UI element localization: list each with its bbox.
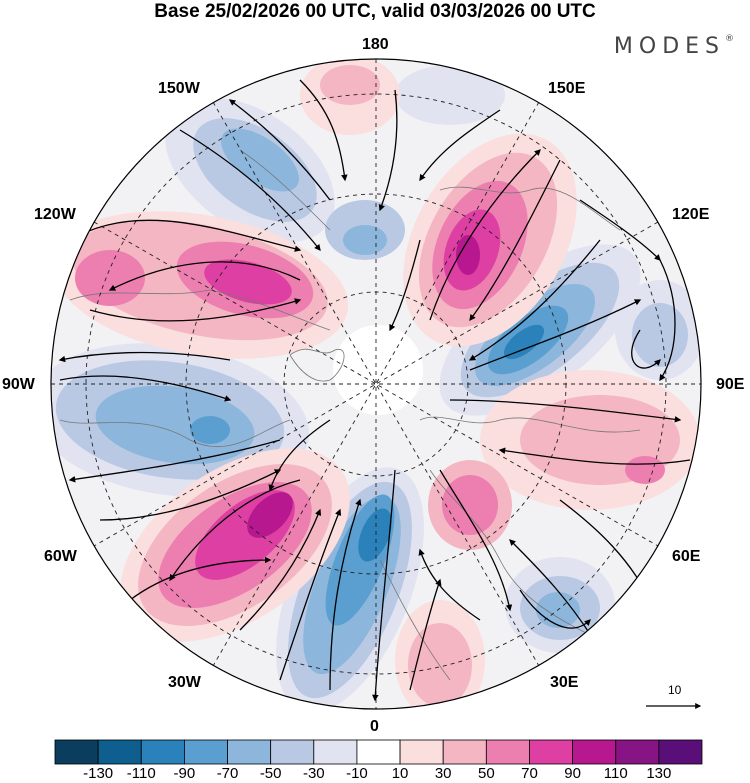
brand-logo: MODES® — [613, 34, 734, 59]
graticule — [51, 59, 701, 709]
colorbar-tick-label: 90 — [564, 765, 581, 782]
lon-label-120w: 120W — [34, 206, 76, 223]
polar-cap — [333, 325, 423, 415]
colorbar-swatch — [529, 739, 574, 765]
lon-label-180: 180 — [362, 36, 389, 53]
lon-label-0: 0 — [370, 718, 379, 735]
lon-label-60w: 60W — [44, 548, 77, 565]
colorbar-swatch — [658, 739, 703, 765]
lon-label-90e: 90E — [716, 376, 745, 393]
colorbar-tick-label: 30 — [434, 765, 452, 782]
colorbar-tick-label: 50 — [477, 765, 495, 782]
colorbar-swatch — [485, 739, 530, 765]
colorbar-tick-labels: -130 -110 -90 -70 -50 -30 -10 10 30 50 70 90 110 130 — [0, 765, 750, 783]
colorbar-swatch — [572, 739, 617, 765]
vector-scale-label: 10 — [668, 683, 682, 697]
lon-label-60e: 60E — [672, 548, 701, 565]
colorbar-swatch — [54, 739, 99, 765]
negative-anomaly-areas — [51, 65, 701, 709]
colorbar-tick-label: -70 — [216, 765, 239, 782]
colorbar-swatch — [356, 739, 401, 765]
map-title: Base 25/02/2026 00 UTC, valid 03/03/2026… — [154, 1, 596, 22]
colorbar-swatch — [615, 739, 660, 765]
colorbar-tick-label: -30 — [302, 765, 325, 782]
colorbar-tick-label: -130 — [83, 765, 114, 782]
lon-label-150e: 150E — [548, 80, 586, 97]
colorbar-tick-label: 130 — [646, 765, 672, 782]
positive-anomaly-areas — [51, 59, 700, 709]
coastlines — [59, 149, 641, 681]
colorbar-swatch — [442, 739, 487, 765]
colorbar-swatch — [183, 739, 228, 765]
colorbar-swatch — [399, 739, 444, 765]
lon-label-90w: 90W — [2, 376, 35, 393]
colorbar-tick-label: -50 — [259, 765, 282, 782]
colorbar-swatch — [97, 739, 142, 765]
colorbar-tick-label: -10 — [346, 765, 368, 782]
lon-label-150w: 150W — [158, 80, 200, 97]
colorbar-swatch — [227, 739, 272, 765]
colorbar-tick-label: -110 — [126, 765, 156, 782]
colorbar-tick-label: 70 — [521, 765, 538, 782]
lon-label-30e: 30E — [550, 674, 579, 691]
lon-label-30w: 30W — [168, 674, 201, 691]
colorbar — [54, 739, 703, 765]
colorbar-tick-label: 110 — [603, 765, 628, 782]
lon-label-120e: 120E — [672, 206, 710, 223]
colorbar-swatch — [140, 739, 185, 765]
colorbar-swatch — [313, 739, 358, 765]
colorbar-swatch — [270, 739, 315, 765]
streamlines — [58, 79, 691, 702]
colorbar-tick-label: -90 — [173, 765, 196, 782]
colorbar-tick-label: 10 — [391, 765, 409, 782]
